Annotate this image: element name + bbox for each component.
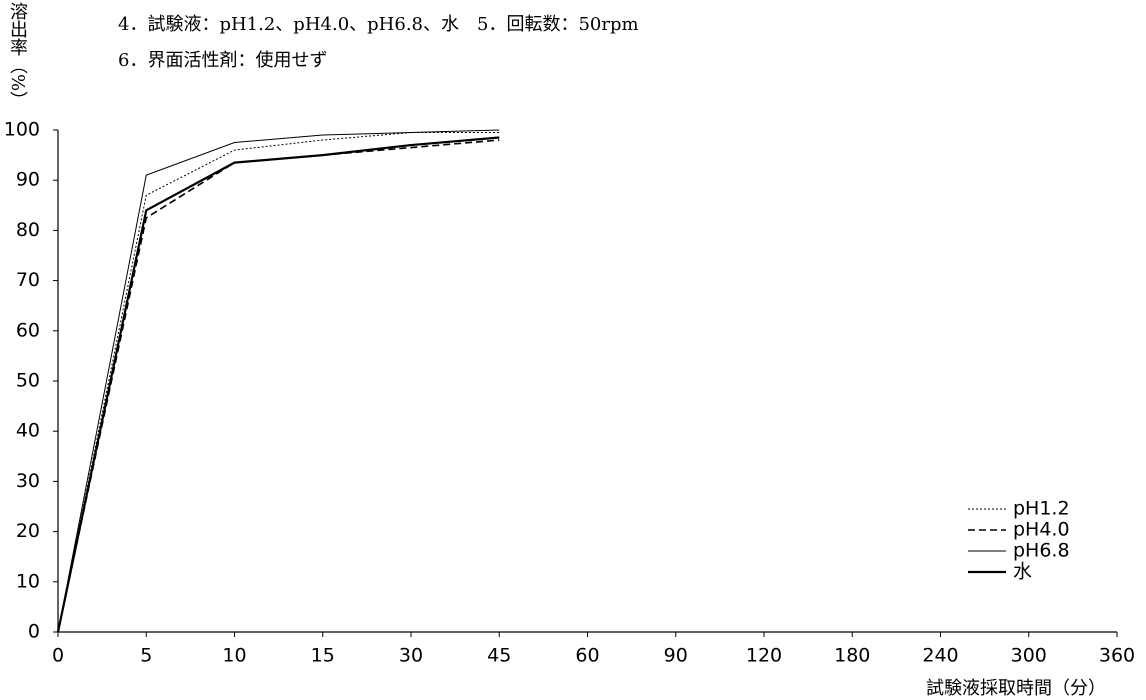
series-line (57, 139, 500, 633)
y-axis-label: 溶出率（%） (7, 2, 28, 110)
y-tick-label: 30 (16, 470, 40, 492)
legend-label: 水 (1013, 561, 1032, 583)
x-tick-label: 0 (52, 645, 64, 667)
y-tick-label: 40 (16, 420, 40, 442)
x-tick-label: 300 (1011, 645, 1047, 667)
x-tick-label: 180 (834, 645, 870, 667)
x-tick-label: 360 (1099, 645, 1135, 667)
legend-label: pH6.8 (1013, 540, 1070, 562)
x-tick-label: 15 (311, 645, 335, 667)
x-tick-label: 60 (575, 645, 599, 667)
series-line (57, 129, 500, 633)
x-tick-label: 5 (140, 645, 152, 667)
y-tick-label: 60 (16, 319, 40, 341)
y-tick-label: 80 (16, 219, 40, 241)
y-tick-label: 100 (4, 119, 40, 141)
x-tick-label: 30 (399, 645, 423, 667)
y-tick-label: 20 (16, 520, 40, 542)
x-axis-label: 試験液採取時間（分） (926, 678, 1106, 699)
x-tick-label: 10 (222, 645, 246, 667)
series-line (57, 132, 500, 633)
x-tick-label: 45 (487, 645, 511, 667)
y-tick-label: 50 (16, 370, 40, 392)
legend-label: pH1.2 (1013, 498, 1070, 520)
y-tick-label: 0 (28, 621, 40, 643)
x-tick-label: 90 (664, 645, 688, 667)
y-tick-label: 70 (16, 269, 40, 291)
legend-label: pH4.0 (1013, 519, 1070, 541)
x-tick-label: 120 (746, 645, 782, 667)
y-tick-label: 90 (16, 169, 40, 191)
x-tick-label: 240 (922, 645, 958, 667)
note: 4．試験液：pH1.2、pH4.0、pH6.8、水 5．回転数：50rpm (118, 14, 639, 35)
y-tick-label: 10 (16, 570, 40, 592)
note: 6．界面活性剤：使用せず (118, 50, 328, 71)
series-line (56, 136, 500, 633)
